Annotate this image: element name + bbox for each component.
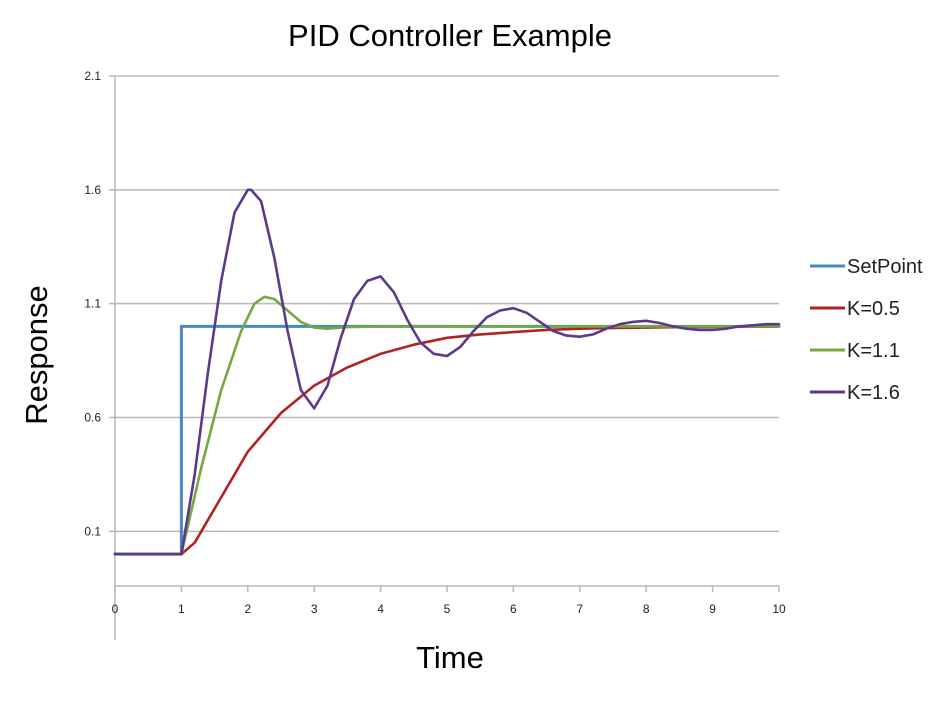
x-tick-label: 3 [311, 602, 318, 616]
y-tick-label: 2.1 [84, 69, 101, 83]
legend: SetPoint K=0.5 K=1.1 K=1.6 [810, 256, 923, 404]
x-tick-label: 10 [772, 602, 786, 616]
legend-label: K=0.5 [847, 298, 900, 320]
series-line-2 [113, 295, 781, 556]
chart-title: PID Controller Example [288, 18, 612, 53]
legend-label: K=1.6 [847, 382, 900, 404]
y-tick-label: 0.1 [84, 524, 101, 538]
y-axis-label: Response [19, 285, 54, 425]
y-tick-label: 1.6 [84, 183, 101, 197]
series-lines [113, 188, 781, 556]
series-line-1 [113, 325, 781, 556]
x-tick-label: 1 [178, 602, 185, 616]
x-tick-label: 2 [244, 602, 251, 616]
x-axis-label: Time [416, 640, 484, 675]
legend-label: SetPoint [847, 256, 923, 278]
legend-label: K=1.1 [847, 340, 900, 362]
y-tick-label: 1.1 [84, 297, 101, 311]
y-tick-label: 0.6 [84, 411, 101, 425]
x-tick-label: 5 [444, 602, 451, 616]
grid-lines [109, 75, 779, 533]
axes [114, 76, 780, 640]
x-tick-label: 7 [576, 602, 583, 616]
x-tick-label: 0 [112, 602, 119, 616]
x-tick-label: 9 [709, 602, 716, 616]
x-tick-label: 4 [377, 602, 384, 616]
series-line-0 [113, 324, 781, 556]
tick-labels: 0.1 0.6 1.1 1.6 2.1 0 1 2 3 4 5 6 7 8 9 10 [84, 69, 786, 616]
series-line-3 [113, 188, 781, 556]
x-tick-label: 6 [510, 602, 517, 616]
x-tick-label: 8 [643, 602, 650, 616]
